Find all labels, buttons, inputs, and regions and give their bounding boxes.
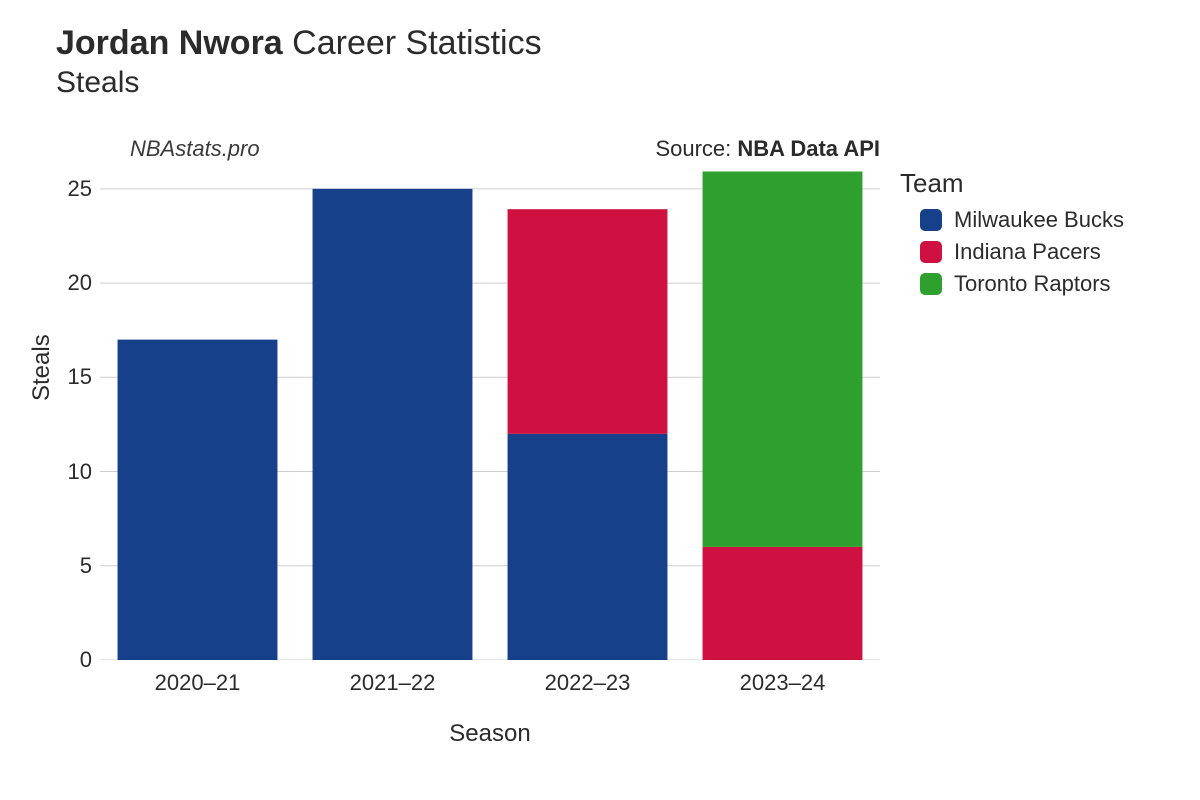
x-axis-label: Season (100, 720, 880, 748)
x-tick-label: 2020–21 (155, 670, 241, 696)
bar-segment (508, 209, 668, 434)
chart-title: Jordan Nwora Career Statistics (56, 24, 542, 63)
chart-svg (100, 170, 880, 660)
y-tick-label: 20 (0, 270, 92, 296)
source-name: NBA Data API (737, 136, 880, 161)
legend-label: Milwaukee Bucks (954, 207, 1124, 233)
x-tick-label: 2021–22 (350, 670, 436, 696)
title-rest: Career Statistics (283, 24, 542, 62)
legend-swatch (920, 273, 942, 295)
y-tick-label: 10 (0, 459, 92, 485)
y-tick-label: 25 (0, 176, 92, 202)
legend-swatch (920, 241, 942, 263)
plot-area (100, 170, 880, 660)
legend-item: Indiana Pacers (920, 239, 1124, 265)
bar-segment (118, 340, 278, 660)
source-prefix: Source: (655, 136, 737, 161)
y-tick-label: 15 (0, 364, 92, 390)
legend-title: Team (900, 168, 1124, 199)
legend-label: Indiana Pacers (954, 239, 1101, 265)
legend-item: Milwaukee Bucks (920, 207, 1124, 233)
source-attribution: Source: NBA Data API (655, 136, 880, 162)
title-player-name: Jordan Nwora (56, 24, 283, 62)
legend-item: Toronto Raptors (920, 271, 1124, 297)
watermark: NBAstats.pro (130, 136, 260, 162)
legend-swatch (920, 209, 942, 231)
bar-segment (508, 434, 668, 660)
bar-segment (703, 547, 863, 660)
x-tick-label: 2022–23 (545, 670, 631, 696)
y-tick-label: 0 (0, 647, 92, 673)
legend-label: Toronto Raptors (954, 271, 1111, 297)
bar-segment (703, 172, 863, 547)
legend: Team Milwaukee Bucks Indiana Pacers Toront… (900, 168, 1124, 303)
x-tick-label: 2023–24 (740, 670, 826, 696)
bar-segment (313, 189, 473, 660)
chart-subtitle: Steals (56, 66, 139, 100)
y-tick-label: 5 (0, 553, 92, 579)
